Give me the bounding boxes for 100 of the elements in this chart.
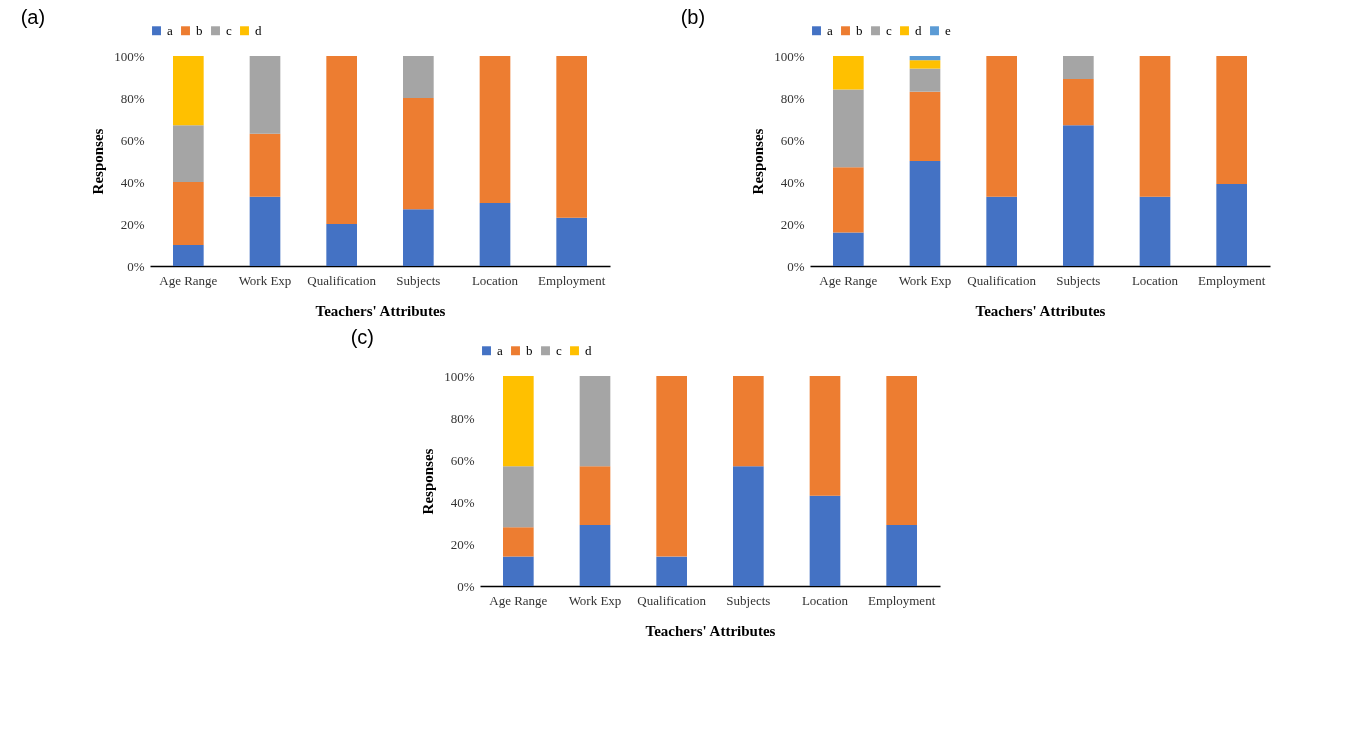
x-tick-label: Employment	[538, 272, 606, 288]
legend-label: d	[585, 342, 592, 358]
bar	[503, 556, 534, 586]
legend-label: b	[196, 22, 203, 38]
bar	[1139, 196, 1171, 266]
chart-title: (b)	[680, 6, 706, 28]
bar	[833, 167, 864, 233]
bar	[249, 196, 281, 266]
legend-label: e	[945, 22, 951, 38]
bar	[326, 56, 357, 224]
y-tick-label: 20%	[450, 536, 475, 552]
x-tick-label: Qualification	[637, 592, 707, 608]
bar	[909, 68, 941, 92]
bar	[833, 89, 864, 168]
bar	[886, 376, 917, 526]
bar	[809, 495, 841, 586]
legend-label: c	[556, 342, 562, 358]
x-tick-label: Work Exp	[238, 272, 292, 288]
bar	[403, 98, 434, 210]
x-tick-label: Age Range	[489, 592, 548, 608]
legend-label: c	[226, 22, 232, 38]
legend-label: a	[827, 22, 833, 38]
x-tick-label: Subjects	[396, 272, 441, 288]
x-tick-label: Qualification	[967, 272, 1037, 288]
x-tick-label: Employment	[868, 592, 936, 608]
bar	[909, 60, 941, 69]
legend-label: b	[856, 22, 863, 38]
chart-title: (a)	[20, 6, 46, 28]
x-tick-label: Work Exp	[568, 592, 622, 608]
legend-label: a	[497, 342, 503, 358]
y-tick-label: 80%	[450, 410, 475, 426]
x-axis-title: Teachers' Attributes	[315, 302, 446, 319]
x-tick-label: Subjects	[1056, 272, 1101, 288]
y-tick-label: 0%	[457, 578, 475, 594]
y-tick-label: 60%	[450, 452, 475, 468]
y-tick-label: 40%	[120, 174, 145, 190]
x-tick-label: Age Range	[159, 272, 218, 288]
bar	[579, 525, 611, 586]
y-tick-label: 40%	[450, 494, 475, 510]
bar	[173, 56, 204, 126]
bar	[1139, 56, 1171, 197]
bar	[886, 525, 917, 586]
legend-label: b	[526, 342, 533, 358]
bar	[579, 376, 611, 467]
bar	[326, 224, 357, 266]
y-tick-label: 80%	[780, 90, 805, 106]
bar	[403, 209, 434, 266]
y-tick-label: 20%	[120, 216, 145, 232]
bar	[909, 91, 941, 161]
bar	[403, 56, 434, 98]
bar	[809, 376, 841, 496]
bar	[556, 56, 587, 218]
bar	[479, 203, 511, 266]
bar	[173, 182, 204, 245]
x-axis-title: Teachers' Attributes	[975, 302, 1106, 319]
y-tick-label: 100%	[774, 48, 805, 64]
bar	[656, 376, 687, 557]
bar	[479, 56, 511, 203]
x-tick-label: Work Exp	[898, 272, 952, 288]
bar	[986, 196, 1017, 266]
y-tick-label: 20%	[780, 216, 805, 232]
bar	[986, 56, 1017, 197]
bar	[249, 133, 281, 197]
bar	[733, 376, 764, 467]
bar	[503, 527, 534, 557]
bar	[909, 161, 941, 266]
bar	[556, 217, 587, 266]
y-axis-title: Responses	[90, 128, 107, 195]
y-axis-title: Responses	[750, 128, 767, 195]
x-tick-label: Subjects	[726, 592, 771, 608]
x-tick-label: Age Range	[819, 272, 878, 288]
bar	[1063, 125, 1094, 266]
y-tick-label: 100%	[444, 368, 475, 384]
bar	[503, 466, 534, 528]
y-tick-label: 60%	[780, 132, 805, 148]
y-tick-label: 0%	[127, 258, 145, 274]
x-tick-label: Location	[471, 272, 519, 288]
bar	[249, 56, 281, 134]
y-axis-title: Responses	[420, 448, 437, 515]
bar	[1063, 79, 1094, 126]
chart-title: (c)	[350, 326, 374, 348]
legend-label: d	[915, 22, 922, 38]
bar	[909, 56, 941, 61]
x-axis-title: Teachers' Attributes	[645, 622, 776, 639]
bar	[173, 125, 204, 182]
bar	[503, 376, 534, 467]
x-tick-label: Location	[1131, 272, 1179, 288]
bar	[833, 232, 864, 266]
legend-label: a	[167, 22, 173, 38]
bar	[833, 56, 864, 90]
x-tick-label: Location	[801, 592, 849, 608]
bar	[1216, 184, 1247, 266]
bar	[733, 466, 764, 586]
y-tick-label: 40%	[780, 174, 805, 190]
bar	[579, 466, 611, 526]
x-tick-label: Qualification	[307, 272, 377, 288]
y-tick-label: 0%	[787, 258, 805, 274]
legend-label: d	[255, 22, 262, 38]
x-tick-label: Employment	[1198, 272, 1266, 288]
y-tick-label: 60%	[120, 132, 145, 148]
